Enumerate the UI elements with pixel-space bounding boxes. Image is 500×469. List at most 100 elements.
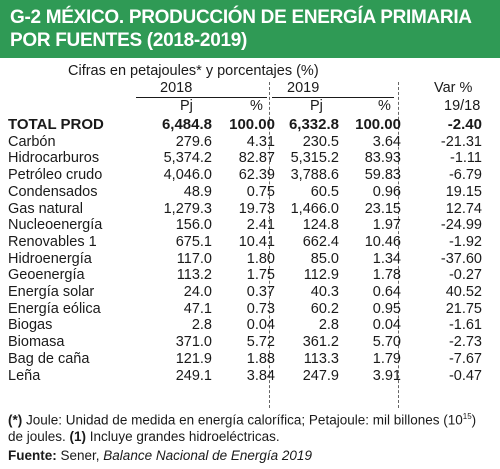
table-row: Leña 249.1 3.84 247.9 3.91 -0.47: [8, 368, 482, 385]
row-label: Energía solar: [8, 284, 95, 301]
cell-pj-2019: 3,788.6: [290, 167, 339, 184]
cell-pj-2018: 121.9: [175, 350, 212, 367]
cell-pj-2018: 371.0: [175, 334, 212, 351]
cell-pj-2018: 675.1: [175, 233, 212, 250]
cell-var: 12.74: [445, 200, 482, 217]
cell-pj-2019: 361.2: [302, 334, 339, 351]
footnote-star-marker: (*): [8, 412, 23, 428]
column-divider-1: [269, 82, 270, 408]
source-line: Fuente: Sener, Balance Nacional de Energ…: [8, 448, 312, 463]
footnote-exponent: 15: [462, 412, 472, 421]
cell-pj-2018: 5,374.2: [163, 150, 212, 167]
cell-pct-2019: 0.95: [372, 300, 401, 317]
cell-pct-2019: 1.97: [372, 217, 401, 234]
cell-pj-2018: 2.8: [191, 317, 212, 334]
table-row: Gas natural 1,279.3 19.73 1,466.0 23.15 …: [8, 201, 482, 218]
cell-var: -21.31: [440, 133, 482, 150]
cell-pct-2018: 0.73: [246, 300, 275, 317]
source-org: Sener,: [56, 448, 104, 463]
footnote-one-marker: (1): [69, 429, 87, 444]
cell-var: -1.61: [448, 317, 482, 334]
chart-title-banner: G-2 MÉXICO. PRODUCCIÓN DE ENERGÍA PRIMAR…: [0, 0, 500, 58]
cell-pct-2019: 0.96: [372, 183, 401, 200]
units-caption: Cifras en petajoules* y porcentajes (%): [68, 63, 319, 79]
cell-pct-2018: 62.39: [238, 167, 275, 184]
cell-var: -37.60: [440, 250, 482, 267]
table-row: Condensados 48.9 0.75 60.5 0.96 19.15: [8, 184, 482, 201]
cell-pct-2019: 5.70: [372, 334, 401, 351]
row-label: Petróleo crudo: [8, 167, 103, 184]
cell-var: -0.27: [448, 267, 482, 284]
header-year-2018: 2018: [160, 80, 193, 96]
row-label: Renovables 1: [8, 233, 97, 250]
cell-pj-2019: 247.9: [302, 367, 339, 384]
header-var-period: 19/18: [444, 98, 481, 114]
cell-pj-2018: 117.0: [176, 250, 212, 267]
cell-pj-2019: 662.4: [302, 233, 339, 250]
row-label: Biogas: [8, 317, 53, 334]
energy-production-table: TOTAL PROD 6,484.8 100.00 6,332.8 100.00…: [8, 116, 482, 385]
cell-pj-2018: 4,046.0: [163, 167, 212, 184]
cell-var: 21.75: [445, 300, 482, 317]
column-divider-2: [398, 82, 399, 408]
cell-pj-2019: 6,332.8: [288, 116, 339, 133]
cell-pct-2019: 1.79: [372, 350, 401, 367]
cell-pj-2019: 85.0: [310, 250, 339, 267]
table-row: Energía eólica 47.1 0.73 60.2 0.95 21.75: [8, 301, 482, 318]
cell-pct-2018: 100.00: [229, 116, 275, 133]
cell-pj-2019: 60.5: [310, 183, 339, 200]
cell-pct-2019: 23.15: [364, 200, 401, 217]
cell-pct-2019: 0.04: [372, 317, 401, 334]
header-var: Var %: [434, 80, 473, 96]
table-row: Hidrocarburos 5,374.2 82.87 5,315.2 83.9…: [8, 150, 482, 167]
table-row: Energía solar 24.0 0.37 40.3 0.64 40.52: [8, 284, 482, 301]
header-rule-2019: [272, 97, 394, 98]
row-label: Nucleoenergía: [8, 217, 103, 234]
cell-pct-2018: 0.75: [246, 183, 275, 200]
table-row: Geoenergía 113.2 1.75 112.9 1.78 -0.27: [8, 267, 482, 284]
cell-pj-2018: 6,484.8: [161, 116, 212, 133]
cell-pct-2019: 1.34: [372, 250, 401, 267]
cell-pj-2018: 279.6: [175, 133, 212, 150]
cell-pct-2018: 4.31: [246, 133, 275, 150]
footnote-joule-text: Joule: Unidad de medida en energía calor…: [22, 412, 463, 428]
row-label: Biomasa: [8, 334, 65, 351]
table-row: Bag de caña 121.9 1.88 113.3 1.79 -7.67: [8, 351, 482, 368]
footnote-hydro-text: Incluye grandes hidroeléctricas.: [86, 429, 280, 444]
cell-pct-2018: 19.73: [238, 200, 275, 217]
cell-pj-2019: 230.5: [302, 133, 339, 150]
cell-var: -1.92: [448, 233, 482, 250]
row-label: Condensados: [8, 183, 98, 200]
cell-pj-2019: 1,466.0: [290, 200, 339, 217]
header-pj-2018: Pj: [180, 98, 193, 114]
cell-pct-2018: 1.88: [246, 350, 275, 367]
cell-pj-2019: 113.3: [303, 350, 339, 367]
cell-pj-2018: 48.9: [183, 183, 212, 200]
table-row: Hidroenergía 117.0 1.80 85.0 1.34 -37.60: [8, 251, 482, 268]
title-line-1: G-2 MÉXICO. PRODUCCIÓN DE ENERGÍA PRIMAR…: [10, 7, 472, 28]
cell-pj-2019: 40.3: [310, 284, 339, 301]
cell-pj-2019: 2.8: [318, 317, 339, 334]
table-row: TOTAL PROD 6,484.8 100.00 6,332.8 100.00…: [8, 116, 482, 134]
cell-pj-2018: 24.0: [183, 284, 212, 301]
source-publication: Balance Nacional de Energía 2019: [103, 448, 312, 463]
table-row: Biogas 2.8 0.04 2.8 0.04 -1.61: [8, 317, 482, 334]
source-label: Fuente:: [8, 448, 57, 463]
row-label: Hidroenergía: [8, 250, 92, 267]
cell-pj-2018: 113.2: [176, 267, 212, 284]
cell-pct-2018: 0.37: [246, 284, 275, 301]
cell-var: 40.52: [445, 284, 482, 301]
cell-var: -1.11: [450, 150, 482, 167]
cell-pct-2018: 10.41: [238, 233, 275, 250]
cell-var: -2.40: [447, 116, 482, 133]
cell-pct-2018: 1.80: [246, 250, 275, 267]
cell-var: -24.99: [440, 217, 482, 234]
cell-pj-2018: 156.0: [175, 217, 212, 234]
cell-pct-2019: 100.00: [355, 116, 401, 133]
table-row: Petróleo crudo 4,046.0 62.39 3,788.6 59.…: [8, 167, 482, 184]
cell-pct-2018: 1.75: [246, 267, 275, 284]
cell-pj-2019: 5,315.2: [290, 150, 339, 167]
cell-pct-2019: 0.64: [372, 284, 401, 301]
cell-pct-2019: 1.78: [372, 267, 401, 284]
cell-pj-2018: 1,279.3: [163, 200, 212, 217]
